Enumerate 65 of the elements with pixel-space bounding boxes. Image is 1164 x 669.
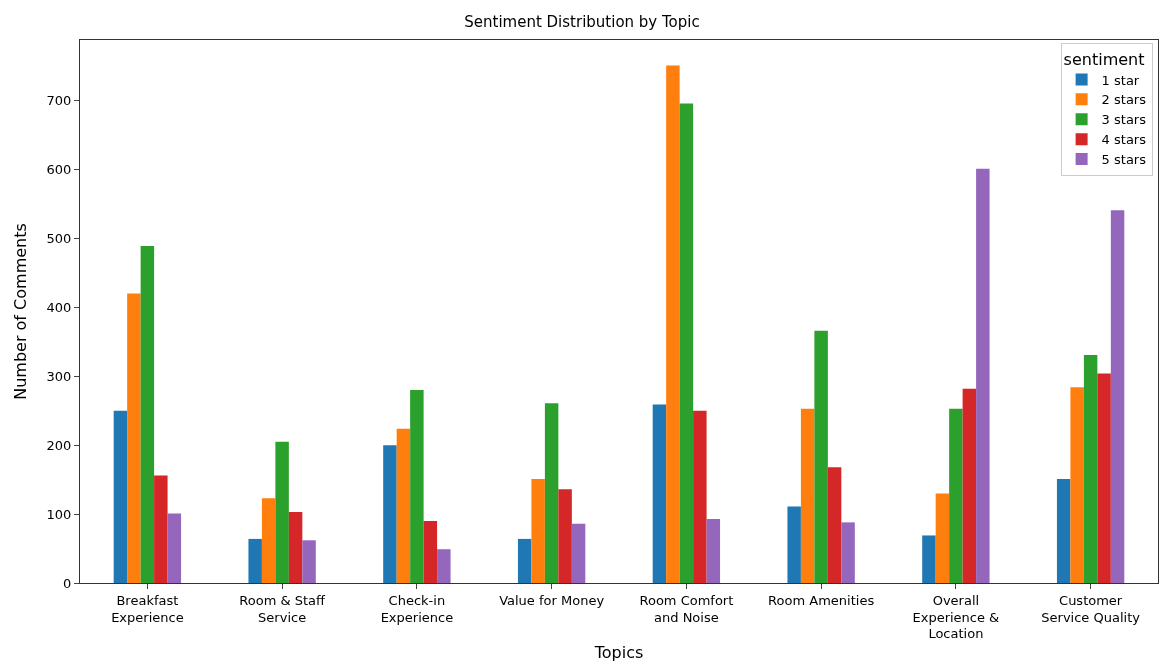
bar [383, 445, 397, 583]
bar [113, 410, 128, 583]
bar [841, 522, 855, 583]
bar [423, 520, 438, 583]
bar [935, 493, 950, 583]
x-tick-label: Customer Service Quality [1041, 592, 1141, 625]
bar [517, 538, 532, 583]
bar [396, 428, 411, 583]
bar [787, 506, 801, 583]
y-tick-label: 700 [46, 93, 72, 109]
legend-label: 2 stars [1101, 92, 1147, 108]
bar [652, 404, 667, 583]
bar [288, 512, 303, 583]
bar [693, 410, 707, 583]
y-tick-label: 400 [46, 299, 72, 315]
bar [706, 518, 721, 583]
bar [302, 540, 316, 583]
y-tick-label: 0 [63, 575, 72, 591]
bar [1097, 373, 1111, 583]
bar [679, 103, 694, 583]
bar [248, 538, 262, 583]
bar [1110, 210, 1125, 583]
y-tick-label: 500 [46, 231, 72, 247]
x-tick-label: Overall Experience & Location [912, 592, 1000, 642]
bar [1083, 354, 1098, 583]
x-tick-label: Value for Money [499, 592, 605, 608]
y-tick-label: 100 [46, 506, 72, 522]
legend-title: sentiment [1063, 49, 1145, 69]
x-tick-label: Check-in Experience [380, 592, 454, 625]
bar [544, 403, 559, 583]
bar [154, 475, 168, 583]
bar [558, 489, 572, 583]
x-tick-label: Room Comfort and Noise [639, 592, 734, 625]
bar [437, 549, 451, 583]
y-tick-label: 300 [46, 368, 72, 384]
bar [922, 535, 936, 583]
bar [666, 65, 680, 583]
bar [976, 168, 990, 583]
legend-label: 3 stars [1101, 112, 1147, 128]
y-tick-label: 600 [46, 162, 72, 178]
bar [800, 408, 815, 583]
bar [949, 408, 963, 583]
bar [261, 498, 276, 583]
y-tick-label: 200 [46, 437, 72, 453]
bar [140, 246, 155, 583]
legend-label: 1 star [1101, 72, 1140, 88]
x-axis-title: Topics [593, 643, 644, 663]
bar [571, 523, 586, 583]
bar [167, 513, 182, 583]
bar [410, 390, 424, 583]
bar [962, 388, 977, 583]
bar [1070, 387, 1084, 583]
x-tick-label: Breakfast Experience [111, 592, 184, 625]
y-axis-title: Number of Comments [11, 223, 31, 400]
legend-label: 4 stars [1101, 132, 1147, 148]
bar [127, 293, 141, 583]
x-tick-label: Room Amenities [768, 592, 875, 608]
legend-label: 5 stars [1101, 152, 1147, 168]
bar [814, 330, 828, 583]
bar [531, 478, 545, 583]
bar [827, 467, 842, 583]
chart-title: Sentiment Distribution by Topic [464, 13, 700, 32]
x-tick-label: Room & Staff Service [239, 592, 327, 625]
bar [1056, 478, 1071, 583]
bar [275, 441, 289, 583]
